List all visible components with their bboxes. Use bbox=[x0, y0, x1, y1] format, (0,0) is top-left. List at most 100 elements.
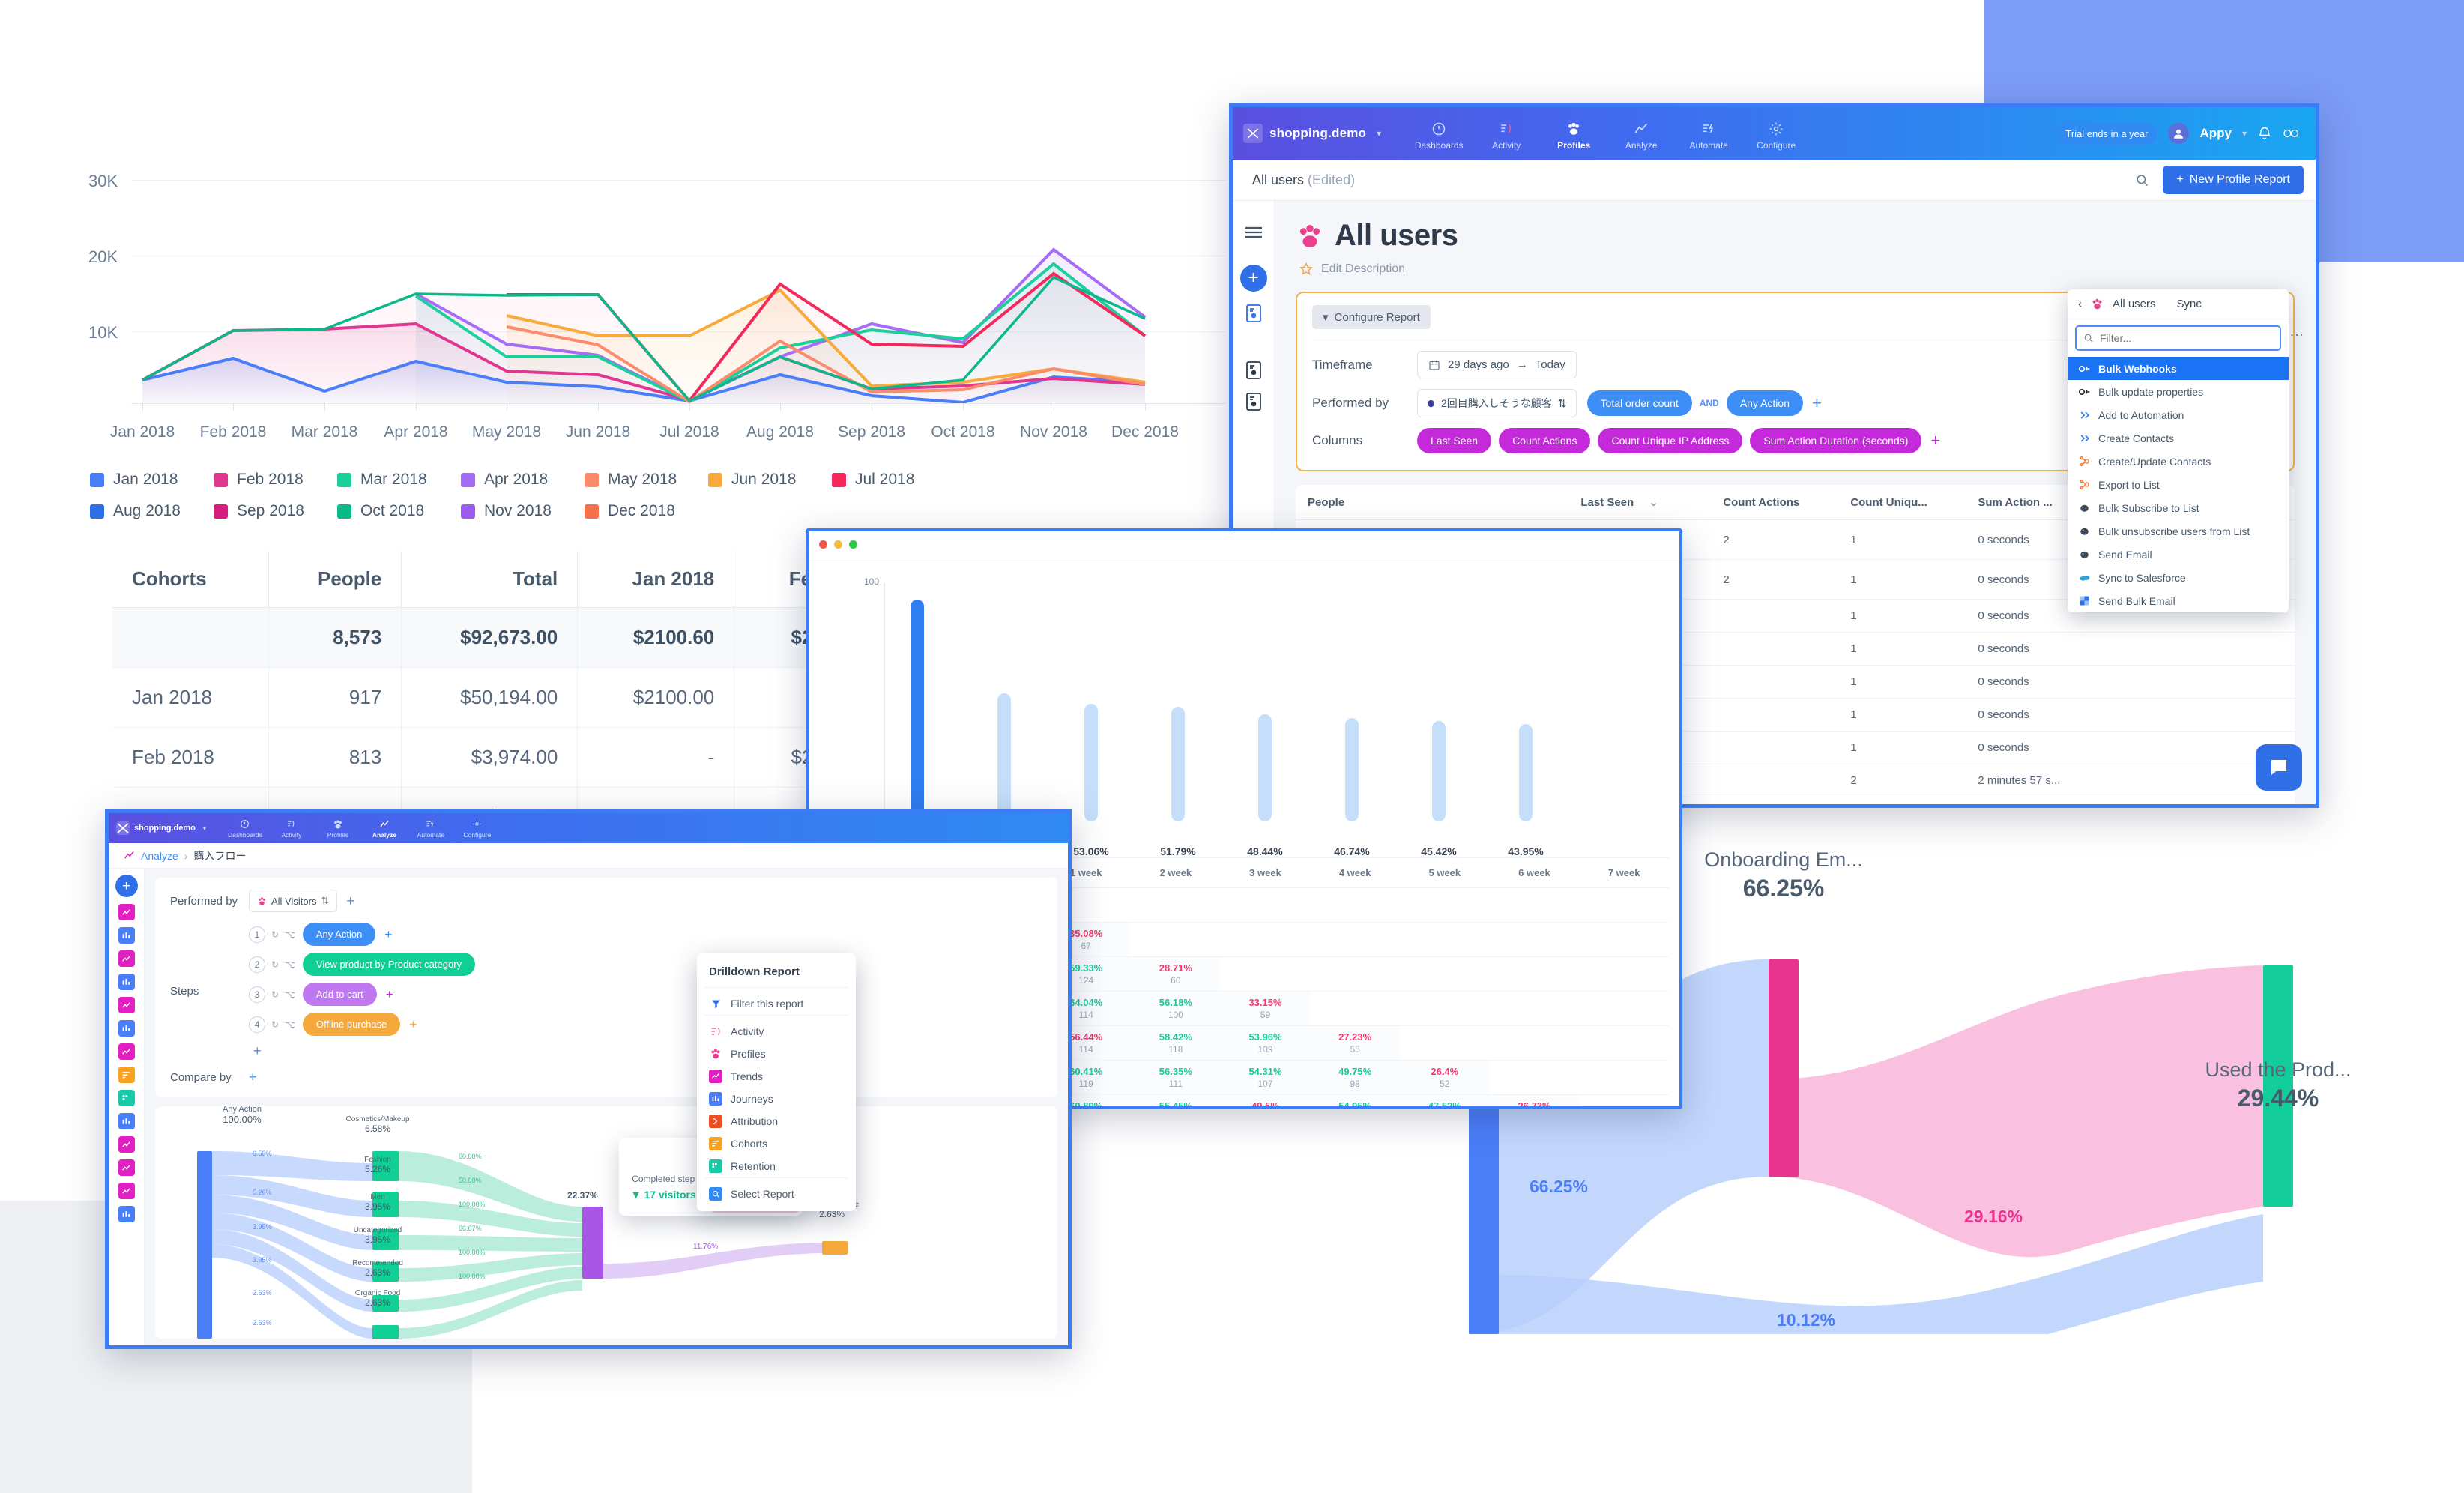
bulk-menu-tab-sync[interactable]: Sync bbox=[2176, 298, 2202, 310]
drilldown-item-trends[interactable]: Trends bbox=[697, 1065, 856, 1088]
nav-item-automate[interactable]: Automate bbox=[1676, 117, 1741, 151]
step-pill-any-action[interactable]: Any Action bbox=[302, 923, 376, 946]
trends-icon[interactable] bbox=[118, 1159, 135, 1176]
bar-0[interactable] bbox=[911, 600, 924, 821]
close-icon[interactable] bbox=[819, 540, 827, 549]
retention-icon[interactable] bbox=[118, 1090, 135, 1106]
cohorts-icon[interactable] bbox=[118, 1067, 135, 1083]
legend-item[interactable]: Jul 2018 bbox=[832, 471, 955, 489]
refresh-icon[interactable]: ↻ bbox=[271, 1019, 280, 1030]
trends-icon[interactable] bbox=[118, 1043, 135, 1060]
add-condition-button[interactable]: + bbox=[1811, 393, 1822, 412]
bell-icon[interactable] bbox=[2257, 126, 2272, 141]
app-logo-icon[interactable] bbox=[1243, 124, 1263, 143]
trends-icon[interactable] bbox=[118, 1136, 135, 1153]
legend-item[interactable]: Feb 2018 bbox=[214, 471, 337, 489]
nav-item-configure[interactable]: Configure bbox=[455, 818, 500, 839]
bar-3[interactable] bbox=[1171, 707, 1185, 821]
maximize-icon[interactable] bbox=[849, 540, 857, 549]
nav-item-profiles[interactable]: Profiles bbox=[1541, 117, 1606, 151]
legend-item[interactable]: Oct 2018 bbox=[337, 502, 461, 520]
infinity-icon[interactable] bbox=[2283, 127, 2301, 139]
journeys-icon[interactable] bbox=[118, 1206, 135, 1222]
nav-item-automate[interactable]: Automate bbox=[408, 818, 453, 839]
segment-select[interactable]: 2回目購入しそうな顧客 ⇅ bbox=[1417, 389, 1577, 417]
trends-icon[interactable] bbox=[118, 904, 135, 920]
user-chevron-down-icon[interactable]: ▾ bbox=[2241, 128, 2247, 139]
drilldown-item-filter[interactable]: Filter this report bbox=[697, 992, 856, 1015]
workspace-name[interactable]: shopping.demo bbox=[1269, 126, 1367, 140]
add-step-filter-button[interactable]: + bbox=[385, 986, 393, 1001]
configure-report-toggle[interactable]: ▾ Configure Report bbox=[1312, 305, 1431, 329]
nav-item-dashboards[interactable]: Dashboards bbox=[223, 818, 268, 839]
bulk-item-bulk-update-properties[interactable]: Bulk update properties bbox=[2068, 380, 2289, 403]
column-pill-count-actions[interactable]: Count Actions bbox=[1499, 428, 1591, 453]
branch-icon[interactable]: ⌥ bbox=[285, 959, 295, 970]
profile-report-icon[interactable] bbox=[1245, 392, 1262, 411]
add-button[interactable]: + bbox=[1239, 265, 1267, 292]
edit-description-row[interactable]: Edit Description bbox=[1299, 262, 2295, 277]
trends-icon[interactable] bbox=[118, 997, 135, 1013]
bulk-item-add-to-automation[interactable]: Add to Automation bbox=[2068, 403, 2289, 426]
journeys-icon[interactable] bbox=[118, 1020, 135, 1037]
add-step-filter-button[interactable]: + bbox=[384, 926, 393, 941]
chevron-left-icon[interactable]: ‹ bbox=[2078, 298, 2082, 310]
drilldown-item-profiles[interactable]: Profiles bbox=[697, 1043, 856, 1065]
legend-item[interactable]: Dec 2018 bbox=[585, 502, 708, 520]
condition-pill-any-action[interactable]: Any Action bbox=[1726, 390, 1803, 416]
legend-item[interactable]: Sep 2018 bbox=[214, 502, 337, 520]
chevron-down-icon[interactable]: ▾ bbox=[1377, 128, 1382, 139]
nav-item-configure[interactable]: Configure bbox=[1744, 117, 1808, 151]
app-logo-icon[interactable] bbox=[116, 821, 130, 835]
nav-item-analyze[interactable]: Analyze bbox=[362, 818, 407, 839]
table-row[interactable]: Jan 2018 917 $50,194.00 $2100.00 $0.00 bbox=[112, 667, 892, 728]
step-pill-offline-purchase[interactable]: Offline purchase bbox=[302, 1013, 401, 1036]
bulk-filter-box[interactable] bbox=[2075, 325, 2281, 351]
bulk-item-bulk-webhooks[interactable]: Bulk Webhooks bbox=[2068, 357, 2289, 380]
bulk-item-export-to-list[interactable]: Export to List bbox=[2068, 473, 2289, 496]
profile-report-icon[interactable] bbox=[1245, 361, 1262, 380]
add-step-button[interactable]: + bbox=[253, 1043, 262, 1058]
chevron-down-icon[interactable]: ▾ bbox=[202, 824, 206, 832]
column-pill-count-unique-ip[interactable]: Count Unique IP Address bbox=[1598, 428, 1743, 453]
bulk-item-send-email[interactable]: Send Email bbox=[2068, 543, 2289, 566]
bar-4[interactable] bbox=[1258, 714, 1272, 821]
step-pill-view-product[interactable]: View product by Product category bbox=[302, 953, 476, 976]
table-row[interactable]: Feb 2018 813 $3,974.00 - $2700.00 bbox=[112, 727, 892, 788]
nav-item-dashboards[interactable]: Dashboards bbox=[1407, 117, 1471, 151]
add-button[interactable]: + bbox=[115, 875, 138, 897]
branch-icon[interactable]: ⌥ bbox=[285, 929, 295, 940]
chat-support-button[interactable] bbox=[2256, 744, 2302, 791]
nav-item-activity[interactable]: Activity bbox=[1474, 117, 1539, 151]
bar-6[interactable] bbox=[1432, 721, 1446, 821]
drilldown-item-activity[interactable]: Activity bbox=[697, 1020, 856, 1043]
add-segment-button[interactable]: + bbox=[346, 893, 354, 908]
legend-item[interactable]: Aug 2018 bbox=[90, 502, 214, 520]
bulk-item-sync-to-salesforce[interactable]: Sync to Salesforce bbox=[2068, 566, 2289, 589]
drilldown-item-retention[interactable]: Retention bbox=[697, 1155, 856, 1177]
legend-item[interactable]: Nov 2018 bbox=[461, 502, 585, 520]
drilldown-item-journeys[interactable]: Journeys bbox=[697, 1088, 856, 1110]
hamburger-menu-icon[interactable] bbox=[1233, 211, 1275, 253]
add-compare-button[interactable]: + bbox=[249, 1070, 257, 1085]
column-pill-sum-action-duration[interactable]: Sum Action Duration (seconds) bbox=[1750, 428, 1922, 453]
drilldown-item-cohorts[interactable]: Cohorts bbox=[697, 1132, 856, 1155]
minimize-icon[interactable] bbox=[834, 540, 842, 549]
legend-item[interactable]: Apr 2018 bbox=[461, 471, 585, 489]
avatar[interactable] bbox=[2168, 123, 2190, 144]
bar-2[interactable] bbox=[1084, 704, 1098, 821]
row-options-kebab-icon[interactable]: ⋮ bbox=[2289, 328, 2304, 343]
condition-pill-total-order-count[interactable]: Total order count bbox=[1586, 390, 1692, 416]
visitors-select[interactable]: All Visitors ⇅ bbox=[249, 890, 338, 912]
bulk-item-send-bulk-email[interactable]: Send Bulk Email bbox=[2068, 589, 2289, 612]
timeframe-picker[interactable]: 29 days ago → Today bbox=[1417, 351, 1577, 378]
nav-item-activity[interactable]: Activity bbox=[269, 818, 314, 839]
refresh-icon[interactable]: ↻ bbox=[271, 929, 280, 940]
drilldown-item-attribution[interactable]: Attribution bbox=[697, 1110, 856, 1132]
trial-badge[interactable]: Trial ends in a year bbox=[2056, 122, 2158, 145]
bar-7[interactable] bbox=[1519, 724, 1533, 821]
step-pill-add-to-cart[interactable]: Add to cart bbox=[302, 983, 377, 1006]
user-name[interactable]: Appy bbox=[2199, 126, 2232, 140]
legend-item[interactable]: May 2018 bbox=[585, 471, 708, 489]
bulk-item-bulk-unsubscribe-users[interactable]: Bulk unsubscribe users from List bbox=[2068, 519, 2289, 543]
